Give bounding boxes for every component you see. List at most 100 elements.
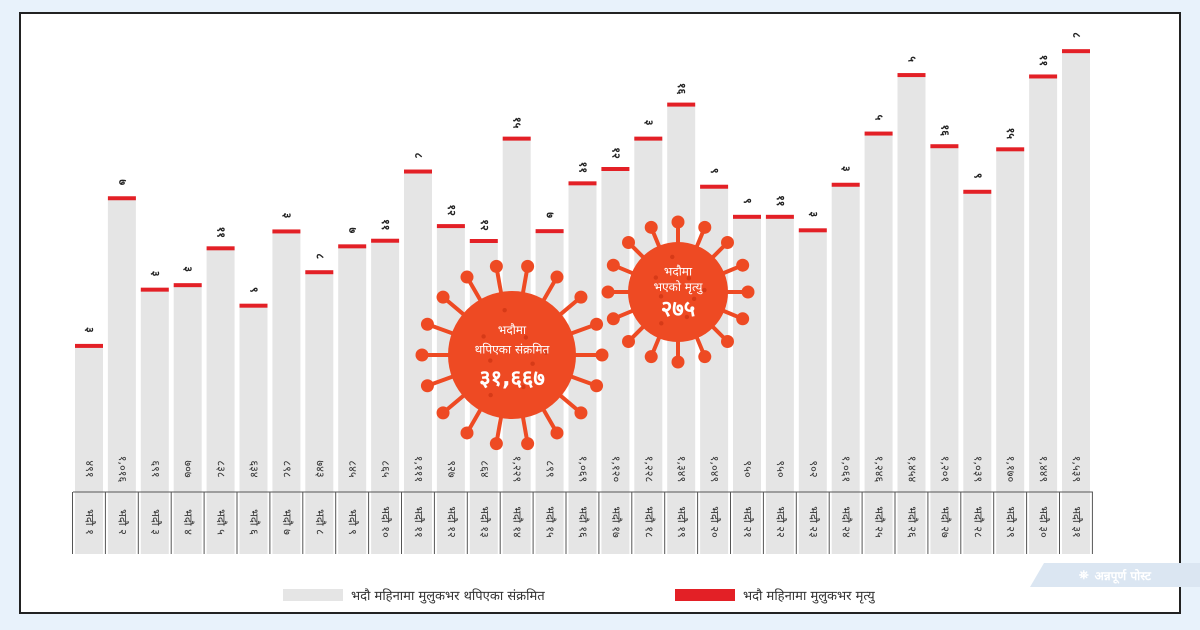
death-label-7: ३ <box>280 213 293 219</box>
death-label-13: १२ <box>478 219 491 231</box>
virus-speck-cases-2 <box>488 392 493 398</box>
death-label-30: ११ <box>1037 55 1050 66</box>
death-label-6: ९ <box>248 287 261 293</box>
death-label-20: ९ <box>708 168 721 174</box>
bar-deaths-marker-5 <box>206 246 235 251</box>
bar-deaths-marker-25 <box>864 131 893 136</box>
virus-deaths-total: २७५ <box>661 297 695 322</box>
case-label-27: १,२०१ <box>938 456 951 482</box>
virus-deaths-line2: भएको मृत्यु <box>654 280 704 295</box>
virus-spike-tip-cases-3 <box>550 426 564 440</box>
virus-body-cases <box>448 291 576 419</box>
virus-spike-tip-deaths-9 <box>606 258 620 272</box>
bar-deaths-marker-12 <box>436 224 465 229</box>
death-label-2: ७ <box>116 179 129 185</box>
case-label-24: १,०६१ <box>840 456 853 482</box>
case-label-31: १,५३९ <box>1070 456 1083 482</box>
bar-cases-24 <box>831 184 860 554</box>
virus-speck-deaths-2 <box>659 321 664 326</box>
virus-spike-tip-cases-17 <box>590 317 604 331</box>
bar-deaths-marker-1 <box>75 343 103 348</box>
virus-spike-tip-deaths-11 <box>644 220 658 234</box>
x-tick-label-29: भदौ २९ <box>1004 506 1017 537</box>
case-label-23: ९०२ <box>807 460 820 477</box>
virus-cases-line1: भदौमा <box>498 323 527 337</box>
x-tick-label-23: भदौ २३ <box>807 506 820 537</box>
x-tick-label-11: भदौ ११ <box>412 506 425 537</box>
bar-cases-9 <box>338 246 367 554</box>
virus-speck-cases-4 <box>481 334 486 339</box>
x-tick-label-2: भदौ २ <box>116 509 129 535</box>
virus-badge-deaths: भदौमाभएको मृत्यु २७५ <box>601 215 755 369</box>
virus-deaths-line1: भदौमा <box>664 265 693 279</box>
x-tick-label-5: भदौ ५ <box>215 509 228 535</box>
virus-spike-tip-cases-12 <box>460 270 474 284</box>
case-label-5: ८३८ <box>215 460 228 477</box>
virus-speck-cases-3 <box>488 358 493 363</box>
virus-cases-line2: थपिएका संक्रमित <box>475 343 551 357</box>
virus-badge-cases: भदौमा थपिएका संक्रमित ३१,६६७ <box>415 259 609 451</box>
death-label-10: ११ <box>379 219 392 230</box>
x-tick-label-8: भदौ ८ <box>313 509 326 535</box>
bar-cases-31 <box>1062 51 1090 554</box>
death-label-9: ७ <box>346 227 359 233</box>
death-label-8: ८ <box>313 253 326 259</box>
x-tick-label-4: भदौ ४ <box>182 509 195 535</box>
x-tick-label-16: भदौ १६ <box>577 506 590 538</box>
bar-deaths-marker-2 <box>107 196 136 201</box>
x-tick-label-19: भदौ १९ <box>675 506 688 537</box>
death-label-5: ११ <box>215 227 228 238</box>
bar-deaths-marker-14 <box>502 136 531 141</box>
bar-deaths-marker-28 <box>963 189 992 194</box>
virus-spike-tip-deaths-15 <box>736 258 750 272</box>
case-label-21: ९५० <box>741 460 754 477</box>
legend-item-cases: भदौ महिनामा मुलुकभर थपिएका संक्रमित <box>283 587 545 604</box>
death-label-3: ३ <box>149 271 162 277</box>
case-label-15: ८९९ <box>544 460 557 477</box>
bar-deaths-marker-24 <box>831 182 860 187</box>
bar-cases-22 <box>765 216 794 554</box>
legend-swatch-deaths <box>675 589 735 601</box>
bar-deaths-marker-20 <box>700 184 729 189</box>
bar-cases-29 <box>996 149 1025 554</box>
x-tick-label-26: भदौ २६ <box>906 506 919 538</box>
case-label-9: ८४५ <box>346 460 359 477</box>
case-label-26: १,४५४ <box>906 456 919 483</box>
brand-name: अन्नपूर्ण पोस्ट <box>1094 568 1151 583</box>
legend-swatch-cases <box>283 589 343 601</box>
virus-spike-tip-deaths-5 <box>644 350 658 364</box>
virus-body-deaths <box>628 242 728 342</box>
bar-deaths-marker-11 <box>404 169 432 174</box>
virus-spike-tip-cases-10 <box>420 317 434 331</box>
bar-deaths-marker-30 <box>1029 74 1058 79</box>
bar-cases-5 <box>206 248 235 554</box>
virus-speck-deaths-3 <box>658 294 664 299</box>
bar-cases-8 <box>305 272 334 554</box>
death-label-14: १५ <box>511 117 524 129</box>
death-label-4: ३ <box>182 266 195 272</box>
virus-spike-tip-cases-2 <box>574 406 588 420</box>
bar-cases-3 <box>140 289 169 554</box>
death-label-24: ३ <box>840 166 853 172</box>
death-label-23: ३ <box>807 211 820 217</box>
legend-label-cases: भदौ महिनामा मुलुकभर थपिएका संक्रमित <box>351 589 545 604</box>
x-tick-label-18: भदौ १८ <box>642 506 655 538</box>
virus-spike-tip-deaths-14 <box>720 236 734 250</box>
bar-deaths-marker-13 <box>469 239 498 243</box>
bar-deaths-marker-18 <box>634 136 663 141</box>
case-label-20: १,०४९ <box>708 456 721 482</box>
virus-spike-tip-cases-15 <box>550 270 564 284</box>
case-label-10: ८६५ <box>379 460 392 477</box>
case-label-7: ८९८ <box>280 460 293 477</box>
bar-deaths-marker-3 <box>140 287 169 292</box>
legend-label-deaths: भदौ महिनामा मुलुकभर मृत्यु <box>743 589 875 604</box>
bar-cases-23 <box>798 230 827 554</box>
virus-cases-total: ३१,६६७ <box>479 367 545 392</box>
death-label-25: ५ <box>873 115 886 121</box>
bar-deaths-marker-26 <box>897 73 926 78</box>
bar-deaths-marker-15 <box>535 229 564 234</box>
virus-spike-tip-deaths-12 <box>671 215 685 229</box>
bar-cases-26 <box>897 75 926 554</box>
x-tick-label-14: भदौ १४ <box>511 506 524 538</box>
x-tick-label-13: भदौ १३ <box>478 506 491 537</box>
